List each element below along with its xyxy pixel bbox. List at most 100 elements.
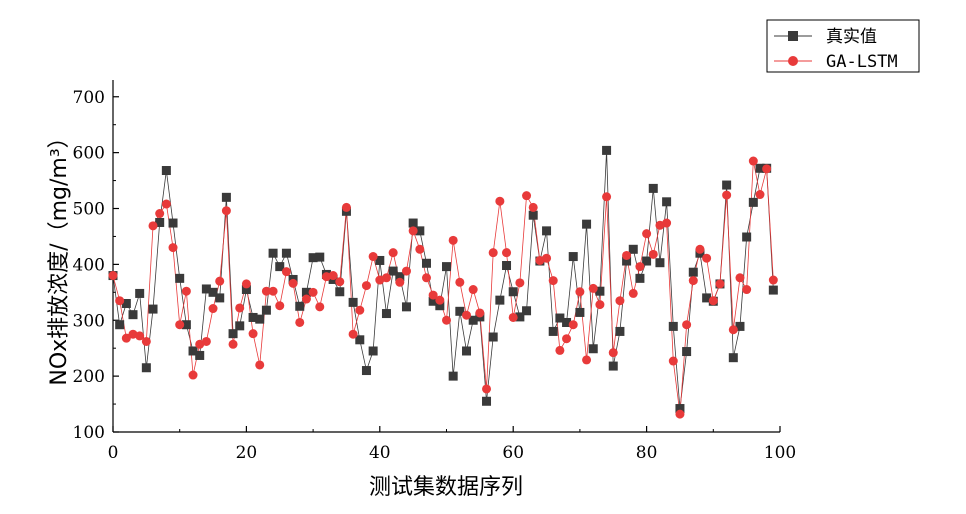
data-point: [141, 336, 151, 346]
data-point: [308, 253, 318, 263]
data-point: [495, 196, 505, 206]
data-point: [482, 384, 492, 394]
data-point: [502, 260, 512, 270]
data-point: [228, 339, 238, 349]
data-point: [588, 283, 598, 293]
data-point: [135, 331, 145, 341]
data-point: [688, 276, 698, 286]
data-point: [502, 248, 512, 258]
data-point: [128, 310, 138, 320]
data-point: [315, 302, 325, 312]
y-ticks: 100 200 300 400 500 600 700: [73, 88, 119, 443]
data-point: [335, 277, 345, 287]
data-point: [675, 409, 685, 419]
data-point: [435, 295, 445, 305]
data-point: [462, 310, 472, 320]
data-point: [275, 262, 285, 272]
data-point: [208, 304, 218, 314]
data-point: [388, 248, 398, 258]
data-point: [602, 145, 612, 155]
data-point: [241, 279, 251, 289]
data-point: [528, 210, 538, 220]
data-point: [341, 202, 351, 212]
data-point: [255, 314, 265, 324]
data-point: [595, 300, 605, 310]
data-point: [742, 285, 752, 295]
data-point: [248, 329, 258, 339]
data-point: [755, 163, 765, 173]
data-point: [548, 326, 558, 336]
data-point: [181, 286, 191, 296]
data-point: [155, 217, 165, 227]
data-point: [421, 273, 431, 283]
y-axis-title: NOx排放浓度/（mg/m³）: [47, 126, 72, 385]
data-point: [248, 312, 258, 322]
data-point: [682, 347, 692, 357]
series-layer: [108, 145, 778, 419]
data-point: [261, 305, 271, 315]
data-point: [268, 248, 278, 258]
data-point: [141, 363, 151, 373]
data-point: [355, 335, 365, 345]
data-point: [555, 345, 565, 355]
data-point: [722, 180, 732, 190]
data-point: [548, 276, 558, 286]
data-point: [121, 298, 131, 308]
data-point: [408, 226, 418, 236]
data-point: [295, 301, 305, 311]
data-point: [542, 253, 552, 263]
data-point: [575, 287, 585, 297]
data-point: [228, 329, 238, 339]
data-point: [415, 244, 425, 254]
x-tick-label: 20: [236, 443, 258, 463]
data-point: [175, 320, 185, 330]
data-point: [221, 192, 231, 202]
data-point: [161, 199, 171, 209]
data-point: [582, 219, 592, 229]
data-point: [321, 272, 331, 282]
data-point: [428, 290, 438, 300]
data-point: [508, 312, 518, 322]
data-point: [301, 287, 311, 297]
data-point: [475, 308, 485, 318]
data-point: [335, 287, 345, 297]
data-point: [748, 197, 758, 207]
data-point: [588, 344, 598, 354]
data-point: [562, 317, 572, 327]
x-tick-label: 100: [764, 443, 796, 463]
data-point: [188, 346, 198, 356]
data-point: [642, 229, 652, 239]
y-tick-label: 700: [73, 88, 105, 108]
x-tick-label: 80: [636, 443, 658, 463]
data-point: [448, 371, 458, 381]
y-tick-label: 400: [73, 255, 105, 275]
y-tick-label: 200: [73, 367, 105, 387]
data-point: [735, 273, 745, 283]
data-point: [682, 320, 692, 330]
data-point: [348, 297, 358, 307]
data-point: [668, 321, 678, 331]
data-point: [235, 321, 245, 331]
data-point: [442, 262, 451, 272]
y-tick-label: 100: [73, 423, 105, 443]
data-point: [662, 197, 672, 207]
data-point: [622, 256, 632, 266]
data-point: [455, 306, 465, 316]
data-point: [421, 258, 431, 268]
data-point: [755, 190, 765, 200]
x-tick-label: 40: [369, 443, 391, 463]
data-point: [642, 256, 652, 266]
data-point: [301, 294, 311, 304]
data-point: [361, 281, 371, 291]
data-point: [515, 312, 525, 322]
data-point: [255, 360, 265, 370]
data-point: [495, 295, 505, 305]
data-point: [468, 315, 478, 325]
data-point: [428, 296, 438, 306]
y-tick-label: 600: [73, 144, 105, 164]
data-point: [595, 286, 605, 296]
data-point: [148, 304, 158, 314]
data-point: [522, 306, 532, 316]
data-point: [648, 183, 658, 193]
y-tick-label: 300: [73, 311, 105, 331]
